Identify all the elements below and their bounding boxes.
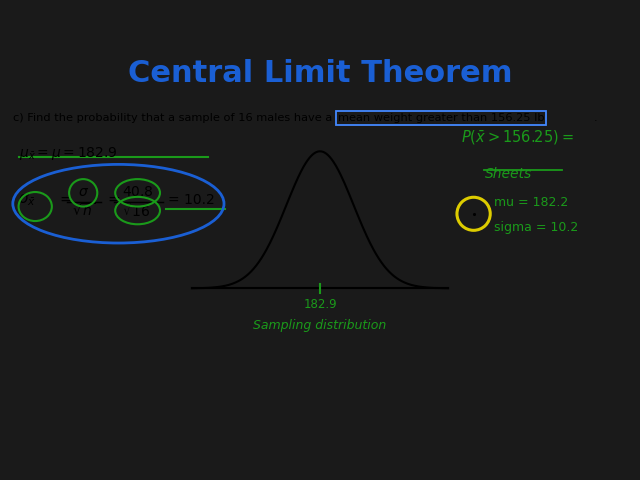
Text: sigma = 10.2: sigma = 10.2 bbox=[494, 221, 579, 234]
Text: = 10.2: = 10.2 bbox=[168, 192, 214, 207]
Text: $P(\bar{x}>156.25)=$: $P(\bar{x}>156.25)=$ bbox=[461, 129, 573, 147]
Text: Sampling distribution: Sampling distribution bbox=[253, 319, 387, 332]
Text: $40.8$: $40.8$ bbox=[122, 185, 154, 199]
Text: mu = 182.2: mu = 182.2 bbox=[494, 196, 568, 209]
Text: =: = bbox=[59, 192, 72, 207]
Text: .: . bbox=[594, 113, 598, 123]
Text: 182.9: 182.9 bbox=[303, 299, 337, 312]
Text: Sheets: Sheets bbox=[485, 168, 532, 181]
Text: c) Find the probability that a sample of 16 males have a: c) Find the probability that a sample of… bbox=[13, 113, 335, 123]
Text: =: = bbox=[108, 192, 120, 207]
Text: Central Limit Theorem: Central Limit Theorem bbox=[128, 59, 512, 87]
Text: $\sigma$: $\sigma$ bbox=[77, 185, 89, 199]
Text: mean weight greater than 156.25 lb: mean weight greater than 156.25 lb bbox=[338, 113, 545, 123]
Text: $\sqrt{n}$: $\sqrt{n}$ bbox=[72, 202, 95, 218]
Text: $\sqrt{16}$: $\sqrt{16}$ bbox=[122, 201, 153, 220]
Text: $\sigma_{\bar{x}}$: $\sigma_{\bar{x}}$ bbox=[18, 192, 36, 207]
Text: $\mu_{\bar{x}} = \mu = 182.9$: $\mu_{\bar{x}} = \mu = 182.9$ bbox=[19, 145, 118, 162]
